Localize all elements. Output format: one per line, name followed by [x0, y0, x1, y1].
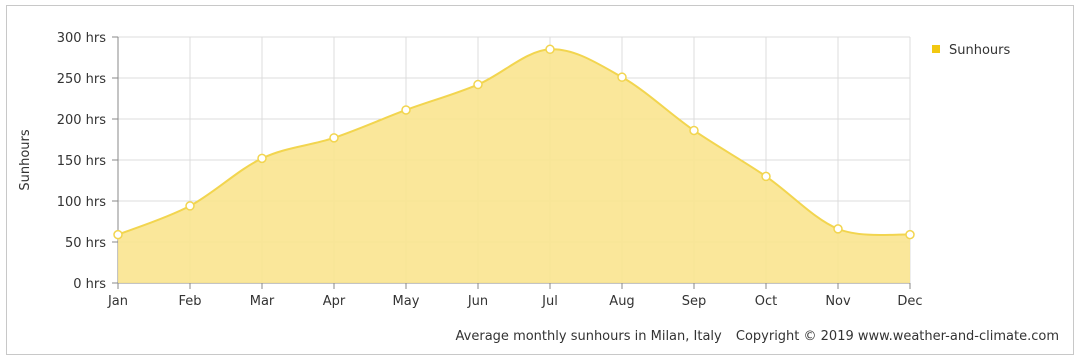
data-point-mar[interactable] [257, 153, 267, 164]
legend-marker [932, 45, 940, 53]
x-tick-label: Apr [323, 294, 346, 309]
y-tick-label: 150 hrs [57, 154, 107, 169]
data-point-feb[interactable] [185, 201, 195, 211]
y-tick-label: 300 hrs [57, 31, 107, 46]
legend-label-sunhours: Sunhours [949, 43, 1011, 58]
data-point-aug[interactable] [617, 72, 627, 82]
data-point-nov[interactable] [833, 224, 843, 234]
y-tick-label: 250 hrs [57, 72, 107, 87]
data-point-apr[interactable] [329, 133, 339, 143]
chart-caption: Average monthly sunhours in Milan, Italy [455, 329, 722, 344]
x-tick-label: Jul [541, 294, 558, 309]
series-area [118, 49, 910, 284]
x-tick-label: Sep [682, 294, 707, 309]
y-tick-label: 100 hrs [57, 195, 107, 210]
x-tick-label: Mar [250, 294, 275, 309]
data-point-jun[interactable] [473, 79, 483, 90]
chart: 0 hrs 50 hrs 100 hrs 150 hrs 200 hrs 250 hrs 3… [18, 31, 1011, 309]
x-tick-label: Nov [825, 294, 851, 309]
y-tick-label: 200 hrs [57, 113, 107, 128]
data-point-sep[interactable] [689, 125, 699, 136]
x-tick-label: Dec [897, 294, 922, 309]
data-point-may[interactable] [401, 105, 411, 115]
x-tick-label: Jan [107, 294, 128, 309]
x-tick-label: Feb [178, 294, 201, 309]
y-tick-label: 0 hrs [73, 277, 106, 292]
chart-frame: 0 hrs 50 hrs 100 hrs 150 hrs 200 hrs 250 hrs 3… [6, 5, 1074, 355]
x-tick-label: May [393, 294, 420, 309]
data-point-dec[interactable] [905, 229, 915, 240]
x-tick-labels: Jan Feb Mar Apr May Jun Jul Aug Sep Oct Nov Dec [107, 294, 923, 309]
x-tick-label: Aug [609, 294, 634, 309]
x-tick-label: Oct [755, 294, 777, 309]
legend[interactable]: Sunhours [932, 43, 1011, 58]
x-tick-label: Jun [467, 294, 488, 309]
data-point-oct[interactable] [761, 171, 771, 182]
data-point-jul[interactable] [545, 44, 555, 55]
chart-footer: Average monthly sunhours in Milan, Italy… [446, 329, 1059, 344]
y-axis-label: Sunhours [18, 129, 33, 191]
data-point-jan[interactable] [113, 229, 123, 240]
copyright-text: Copyright © 2019 www.weather-and-climate… [735, 329, 1059, 344]
series-line [117, 48, 911, 237]
data-points [113, 44, 915, 240]
y-tick-labels: 0 hrs 50 hrs 100 hrs 150 hrs 200 hrs 250 hrs 3… [57, 31, 107, 292]
y-tick-label: 50 hrs [65, 236, 106, 251]
